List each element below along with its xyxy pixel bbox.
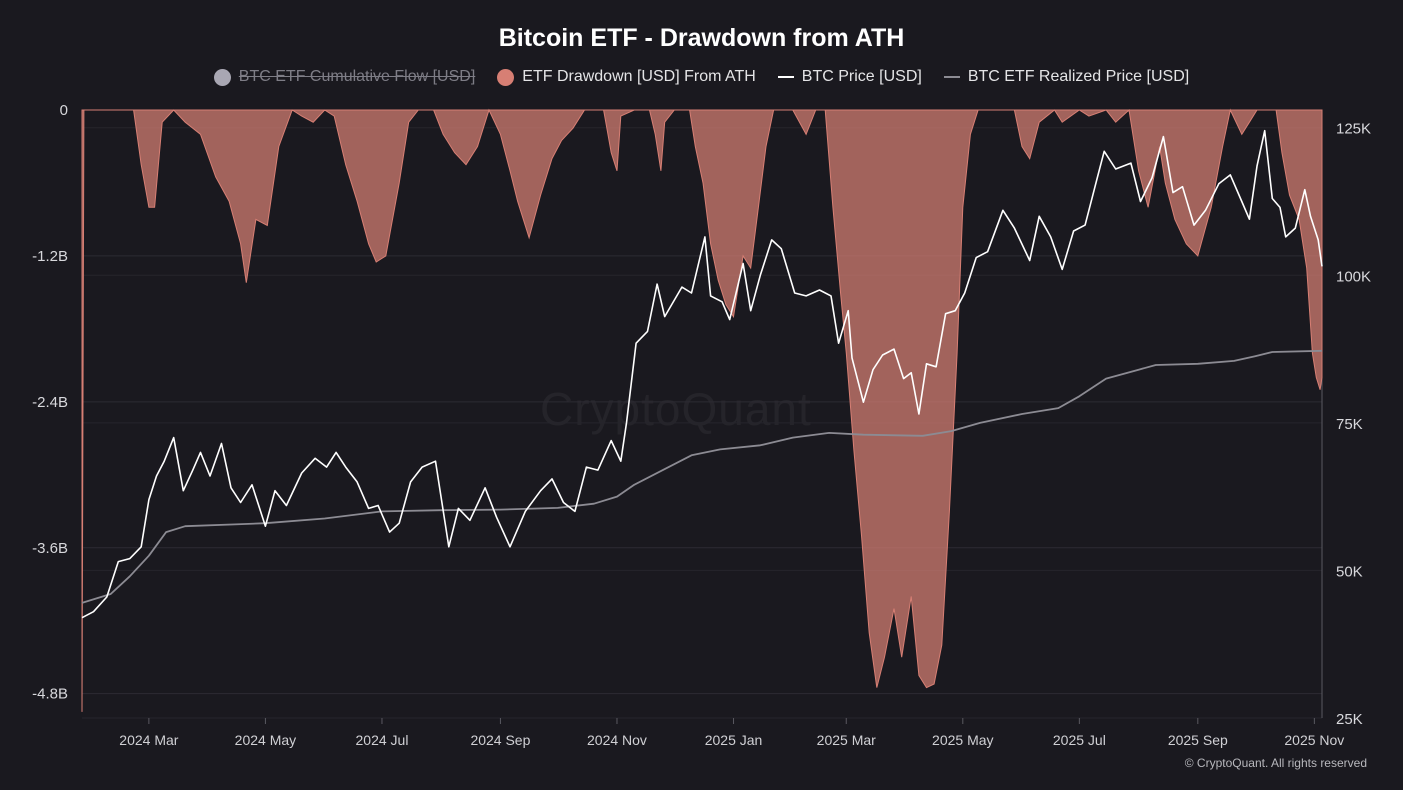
x-tick-label: 2024 Mar: [119, 732, 178, 748]
chart-legend: BTC ETF Cumulative Flow [USD] ETF Drawdo…: [0, 68, 1403, 86]
x-tick-label: 2025 May: [932, 732, 993, 748]
y-left-tick-label: -2.4B: [32, 394, 68, 411]
watermark: CryptoQuant: [540, 383, 812, 435]
legend-dot-cumulative-flow-icon: [213, 68, 231, 86]
x-tick-label: 2024 Nov: [587, 732, 647, 748]
series-etf-drawdown-area: [81, 108, 1323, 712]
y-left-tick-label: 0: [60, 102, 68, 119]
legend-label-etf-drawdown: ETF Drawdown [USD] From ATH: [522, 68, 756, 85]
y-right-tick-label: 125K: [1336, 121, 1371, 138]
legend-label-btc-price: BTC Price [USD]: [801, 68, 922, 85]
y-left-tick-label: -3.6B: [32, 540, 68, 557]
y-right-tick-label: 25K: [1336, 711, 1363, 728]
y-right-tick-label: 75K: [1336, 416, 1363, 433]
x-tick-label: 2025 Mar: [817, 732, 876, 748]
x-tick-label: 2024 Sep: [470, 732, 530, 748]
chart-title: Bitcoin ETF - Drawdown from ATH: [498, 24, 905, 52]
legend-line-realized-price-icon: [943, 76, 960, 78]
y-left-tick-label: -1.2B: [32, 248, 68, 265]
legend-item-btc-price[interactable]: BTC Price [USD]: [777, 68, 922, 86]
x-tick-label: 2025 Jan: [705, 732, 763, 748]
y-right-tick-label: 100K: [1336, 268, 1371, 285]
legend-dot-etf-drawdown-icon: [497, 68, 515, 86]
x-tick-label: 2025 Jul: [1053, 732, 1106, 748]
legend-line-btc-price-icon: [777, 76, 794, 78]
legend-item-realized-price[interactable]: BTC ETF Realized Price [USD]: [943, 68, 1190, 86]
legend-item-cumulative-flow[interactable]: BTC ETF Cumulative Flow [USD]: [213, 68, 476, 86]
series-btc-price-line: [81, 129, 1323, 619]
legend-label-cumulative-flow: BTC ETF Cumulative Flow [USD]: [238, 68, 476, 85]
x-tick-label: 2025 Nov: [1284, 732, 1344, 748]
legend-label-realized-price: BTC ETF Realized Price [USD]: [967, 68, 1190, 85]
y-right-tick-label: 50K: [1336, 563, 1363, 580]
y-left-tick-label: -4.8B: [32, 686, 68, 703]
x-tick-label: 2024 Jul: [356, 732, 409, 748]
x-tick-label: 2025 Sep: [1168, 732, 1228, 748]
copyright-credit: © CryptoQuant. All rights reserved: [1184, 756, 1367, 770]
legend-item-etf-drawdown[interactable]: ETF Drawdown [USD] From ATH: [497, 68, 756, 86]
x-tick-label: 2024 May: [235, 732, 296, 748]
series-etf-realized-price-line: [81, 349, 1323, 604]
